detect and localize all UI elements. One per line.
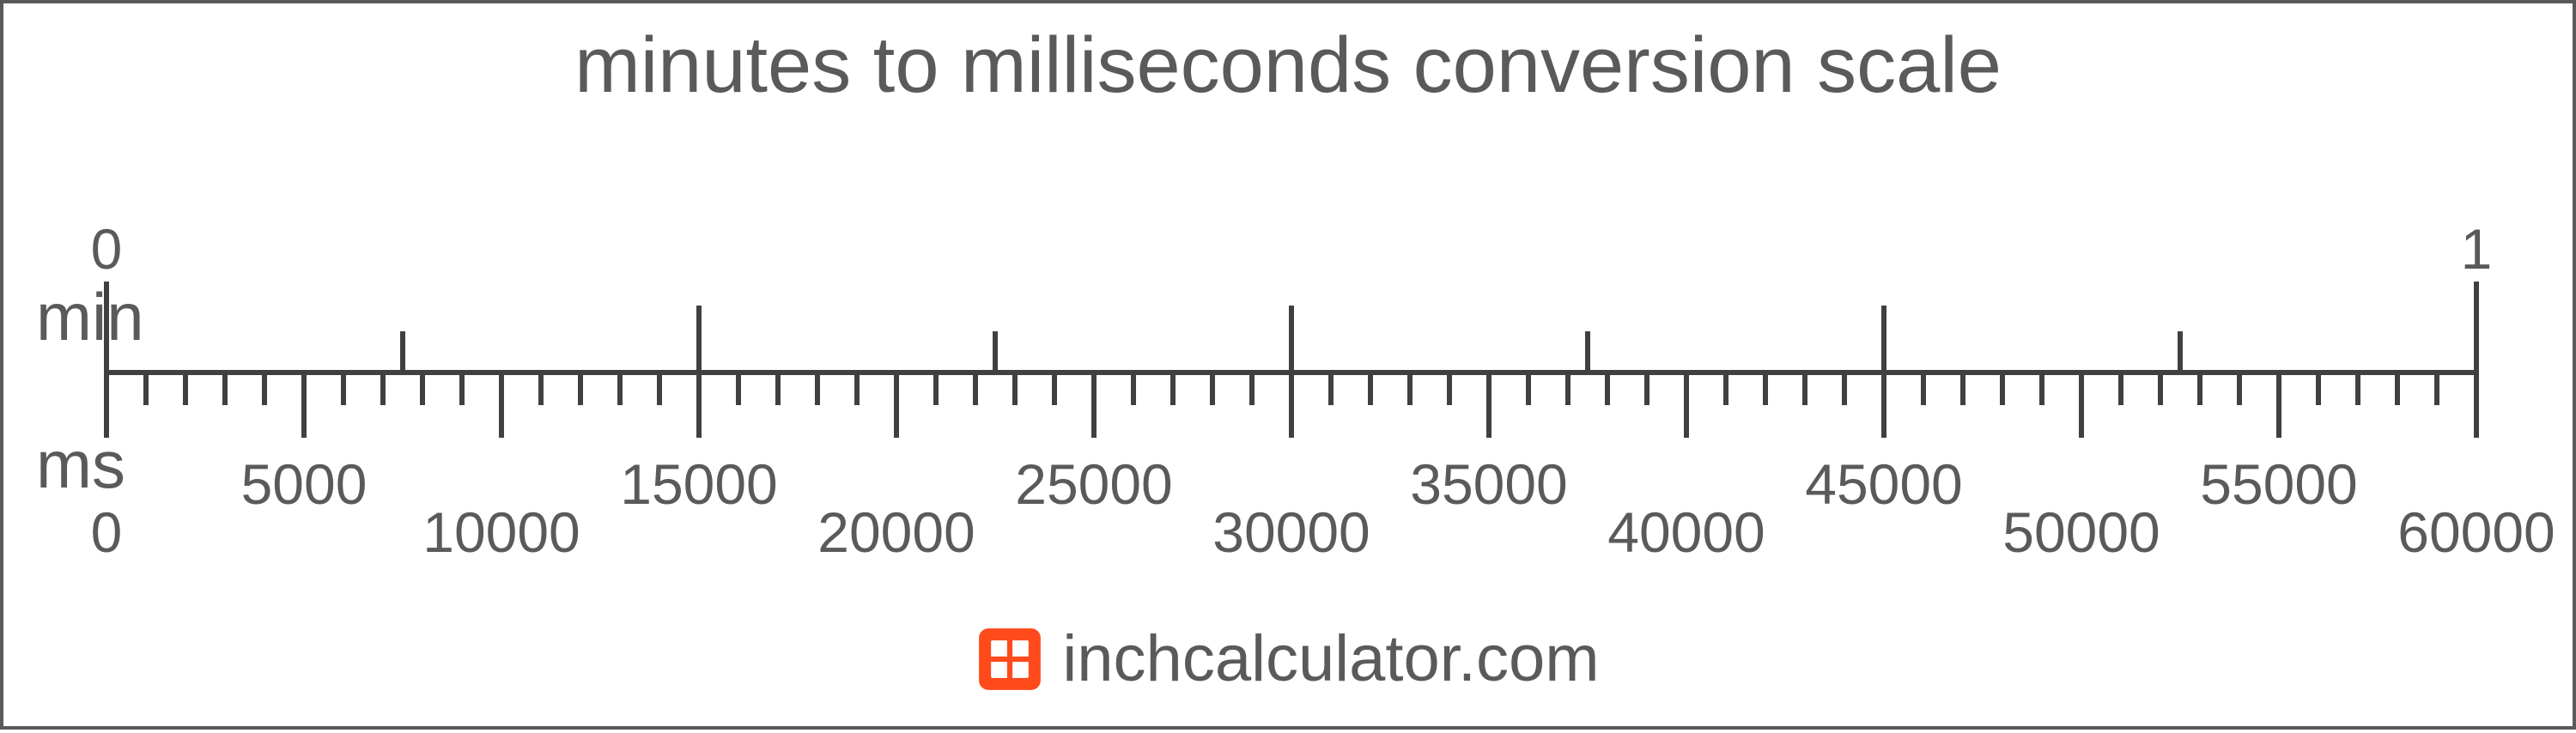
calculator-icon — [976, 626, 1043, 693]
ms-tick-label: 55000 — [2200, 451, 2358, 517]
ms-tick-label: 5000 — [241, 451, 368, 517]
ms-tick-label: 0 — [91, 500, 123, 565]
ms-tick-label: 30000 — [1212, 500, 1370, 565]
ms-tick-label: 10000 — [422, 500, 580, 565]
ms-tick-label: 45000 — [1805, 451, 1963, 517]
ms-tick-label: 20000 — [817, 500, 975, 565]
diagram-frame: minutes to milliseconds conversion scale… — [0, 0, 2576, 730]
ms-tick-label: 25000 — [1015, 451, 1173, 517]
ms-tick-label: 15000 — [620, 451, 778, 517]
ms-tick-label: 60000 — [2397, 500, 2555, 565]
ms-tick-label: 40000 — [1607, 500, 1765, 565]
ms-tick-label: 50000 — [2002, 500, 2160, 565]
min-tick-label: 1 — [2461, 216, 2493, 282]
ms-tick-label: 35000 — [1410, 451, 1568, 517]
footer-text: inchcalculator.com — [1062, 621, 1599, 696]
min-tick-label: 0 — [91, 216, 123, 282]
footer: inchcalculator.com — [3, 621, 2573, 696]
